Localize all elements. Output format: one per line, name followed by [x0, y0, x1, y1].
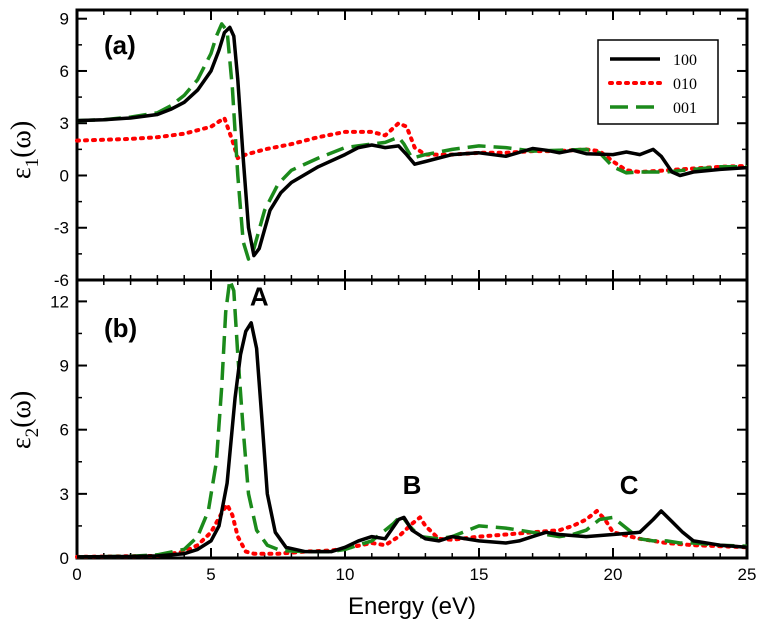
y-tick-label: 9: [60, 357, 69, 376]
peak-label-A: A: [250, 282, 269, 312]
peak-label-B: B: [403, 470, 422, 500]
panel-b-frame: [75, 278, 749, 560]
panel-b-annotations: A B C: [250, 282, 639, 500]
x-tick-label: 10: [336, 565, 355, 584]
panel-a-ticks: -6 -3 0 3 6 9: [54, 10, 748, 290]
y-tick-label: 6: [60, 421, 69, 440]
panel-b-ticks: 0 3 6 9 12 0 5 10 15 20 25: [50, 280, 756, 584]
x-axis-title: Energy (eV): [348, 593, 476, 620]
x-tick-label: 20: [604, 565, 623, 584]
x-tick-label: 25: [738, 565, 757, 584]
panel-a-label: (a): [104, 30, 136, 60]
y-tick-label: 0: [60, 166, 69, 185]
series-line-001: [76, 22, 747, 261]
legend-label-100: 100: [673, 52, 697, 69]
peak-label-C: C: [620, 470, 639, 500]
legend-label-001: 001: [673, 100, 697, 117]
series-line-001: [76, 278, 748, 559]
y-tick-label: -3: [54, 219, 69, 238]
panel-b: 0 3 6 9 12 0 5 10 15 20 25 (b) A B C ε2(ω) Energy (e…: [6, 278, 756, 620]
series-line-100: [76, 25, 748, 258]
y-tick-label: -6: [54, 271, 69, 290]
panel-b-ylabel: ε2(ω): [6, 391, 43, 449]
panel-a-ylabel: ε1(ω): [6, 121, 43, 179]
panel-b-label: (b): [104, 313, 137, 343]
x-tick-label: 0: [72, 565, 81, 584]
y-tick-label: 3: [60, 485, 69, 504]
series-line-010: [75, 502, 749, 559]
y-tick-label: 6: [60, 62, 69, 81]
legend: 100 010 001: [597, 39, 719, 125]
y-tick-label: 9: [60, 10, 69, 29]
legend-label-010: 010: [673, 76, 697, 93]
y-tick-label: 3: [60, 114, 69, 133]
panel-b-series: [75, 278, 749, 559]
y-tick-label: 12: [50, 292, 69, 311]
y-tick-label: 0: [60, 549, 69, 568]
x-tick-label: 5: [206, 565, 215, 584]
panel-a-series: [75, 22, 749, 261]
panel-a: -6 -3 0 3 6 9 (a) 100 010 001 ε1(ω): [6, 8, 749, 290]
series-line-010: [75, 116, 749, 174]
x-tick-label: 15: [470, 565, 489, 584]
series-line-100: [76, 321, 748, 559]
